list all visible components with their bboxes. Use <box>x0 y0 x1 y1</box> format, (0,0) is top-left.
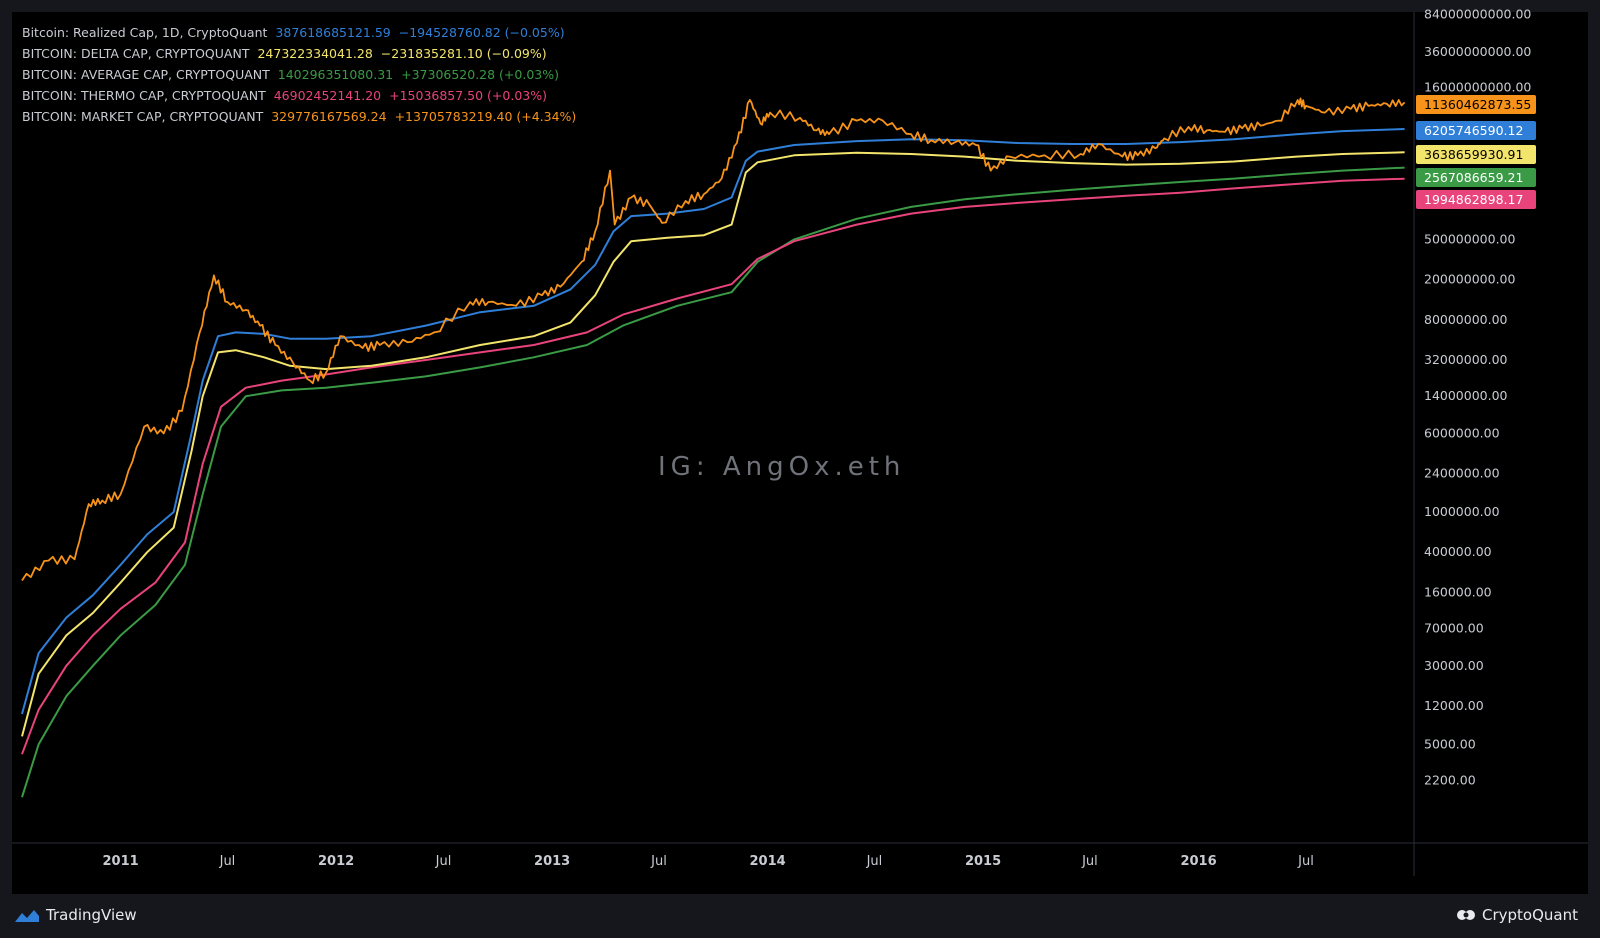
price-tag-realized <box>1416 121 1536 140</box>
price-tag-label: 11360462873.55 <box>1424 97 1531 112</box>
x-tick-label: 2013 <box>534 854 570 869</box>
tradingview-label: TradingView <box>46 906 137 924</box>
cryptoquant-icon <box>1457 910 1475 920</box>
legend-series-value: 140296351080.31 <box>277 67 394 82</box>
y-tick-label: 80000000.00 <box>1424 312 1508 327</box>
price-tags: 11360462873.55 6205746590.12 3638659930.91… <box>1416 95 1536 209</box>
legend-series-value: 329776167569.24 <box>271 109 387 124</box>
tradingview-logo[interactable]: TradingView <box>14 906 137 924</box>
x-tick-label: Jul <box>866 854 883 869</box>
chart-legend: Bitcoin: Realized Cap, 1D, CryptoQuant 38… <box>22 22 584 127</box>
x-tick-label: 2011 <box>103 854 139 869</box>
y-tick-label: 84000000000.00 <box>1424 7 1531 22</box>
legend-series-change: −194528760.82 (−0.05%) <box>398 25 565 40</box>
legend-series-name: BITCOIN: THERMO CAP, CRYPTOQUANT <box>22 88 266 103</box>
cryptoquant-label: CryptoQuant <box>1482 906 1578 924</box>
x-tick-label: Jul <box>1297 854 1314 869</box>
legend-series-value: 387618685121.59 <box>275 25 391 40</box>
y-tick-label: 70000.00 <box>1424 621 1484 636</box>
x-tick-label: 2015 <box>965 854 1001 869</box>
price-axis[interactable]: 84000000000.00 36000000000.00 16000000000.… <box>1413 7 1531 876</box>
y-tick-label: 1000000.00 <box>1424 504 1500 519</box>
legend-series-change: +37306520.28 (+0.03%) <box>401 67 559 82</box>
series-line-market <box>21 97 1406 582</box>
x-tick-label: Jul <box>219 854 236 869</box>
series-line-thermo <box>21 177 1405 755</box>
y-tick-label: 36000000000.00 <box>1424 44 1531 59</box>
legend-series-change: −231835281.10 (−0.09%) <box>380 46 547 61</box>
y-tick-label: 2200.00 <box>1424 772 1476 787</box>
y-tick-label: 5000.00 <box>1424 736 1476 751</box>
price-tag-label: 6205746590.12 <box>1424 123 1523 138</box>
series-line-realized <box>21 128 1405 715</box>
price-tag-label: 3638659930.91 <box>1424 147 1523 162</box>
y-tick-label: 12000.00 <box>1424 698 1484 713</box>
chart-frame <box>12 12 1588 894</box>
watermark-text: IG: AngOx.eth <box>658 452 906 482</box>
price-tag-market <box>1416 95 1536 114</box>
time-axis[interactable]: 2011 Jul 2012 Jul 2013 Jul 2014 Jul 2015 Jul 2016 J… <box>12 842 1588 869</box>
legend-series-name: BITCOIN: MARKET CAP, CRYPTOQUANT <box>22 109 264 124</box>
y-tick-label: 200000000.00 <box>1424 272 1516 287</box>
legend-row-realized-cap[interactable]: Bitcoin: Realized Cap, 1D, CryptoQuant 38… <box>22 22 584 43</box>
y-tick-label: 16000000000.00 <box>1424 79 1531 94</box>
y-tick-label: 400000.00 <box>1424 544 1492 559</box>
legend-series-name: BITCOIN: DELTA CAP, CRYPTOQUANT <box>22 46 250 61</box>
legend-row-average-cap[interactable]: BITCOIN: AVERAGE CAP, CRYPTOQUANT 1402963… <box>22 64 584 85</box>
y-tick-label: 14000000.00 <box>1424 388 1508 403</box>
legend-series-value: 46902452141.20 <box>273 88 382 103</box>
x-tick-label: 2016 <box>1180 854 1216 869</box>
price-tag-thermo <box>1416 190 1536 209</box>
footer-bar <box>0 894 1600 938</box>
cryptoquant-logo[interactable]: CryptoQuant <box>1456 906 1578 924</box>
price-tag-label: 1994862898.17 <box>1424 192 1523 207</box>
legend-row-market-cap[interactable]: BITCOIN: MARKET CAP, CRYPTOQUANT 32977616… <box>22 106 584 127</box>
x-tick-label: Jul <box>435 854 452 869</box>
series-line-delta <box>21 151 1405 737</box>
y-tick-label: 32000000.00 <box>1424 352 1508 367</box>
legend-series-change: +13705783219.40 (+4.34%) <box>394 109 577 124</box>
y-tick-label: 160000.00 <box>1424 584 1492 599</box>
x-tick-label: 2014 <box>750 854 786 869</box>
x-tick-label: 2012 <box>318 854 354 869</box>
plot-area <box>21 97 1406 798</box>
series-line-average <box>21 166 1405 798</box>
price-tag-average <box>1416 168 1536 187</box>
x-tick-label: Jul <box>650 854 667 869</box>
y-tick-label: 500000000.00 <box>1424 231 1516 246</box>
price-tag-delta <box>1416 145 1536 164</box>
legend-series-name: BITCOIN: AVERAGE CAP, CRYPTOQUANT <box>22 67 270 82</box>
legend-series-change: +15036857.50 (+0.03%) <box>389 88 547 103</box>
tradingview-icon <box>15 910 39 922</box>
x-tick-label: Jul <box>1081 854 1098 869</box>
legend-series-value: 247322334041.28 <box>257 46 373 61</box>
price-tag-label: 2567086659.21 <box>1424 170 1523 185</box>
y-tick-label: 2400000.00 <box>1424 466 1500 481</box>
legend-row-delta-cap[interactable]: BITCOIN: DELTA CAP, CRYPTOQUANT 247322334… <box>22 43 584 64</box>
legend-row-thermo-cap[interactable]: BITCOIN: THERMO CAP, CRYPTOQUANT 46902452… <box>22 85 584 106</box>
legend-series-name: Bitcoin: Realized Cap, 1D, CryptoQuant <box>22 25 268 40</box>
y-tick-label: 30000.00 <box>1424 658 1484 673</box>
y-tick-label: 6000000.00 <box>1424 425 1500 440</box>
